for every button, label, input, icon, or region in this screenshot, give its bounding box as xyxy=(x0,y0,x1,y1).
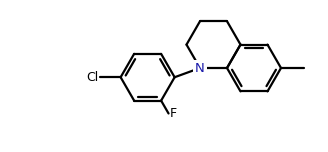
Text: F: F xyxy=(170,107,177,120)
Text: Cl: Cl xyxy=(86,71,98,84)
Text: N: N xyxy=(195,62,205,74)
